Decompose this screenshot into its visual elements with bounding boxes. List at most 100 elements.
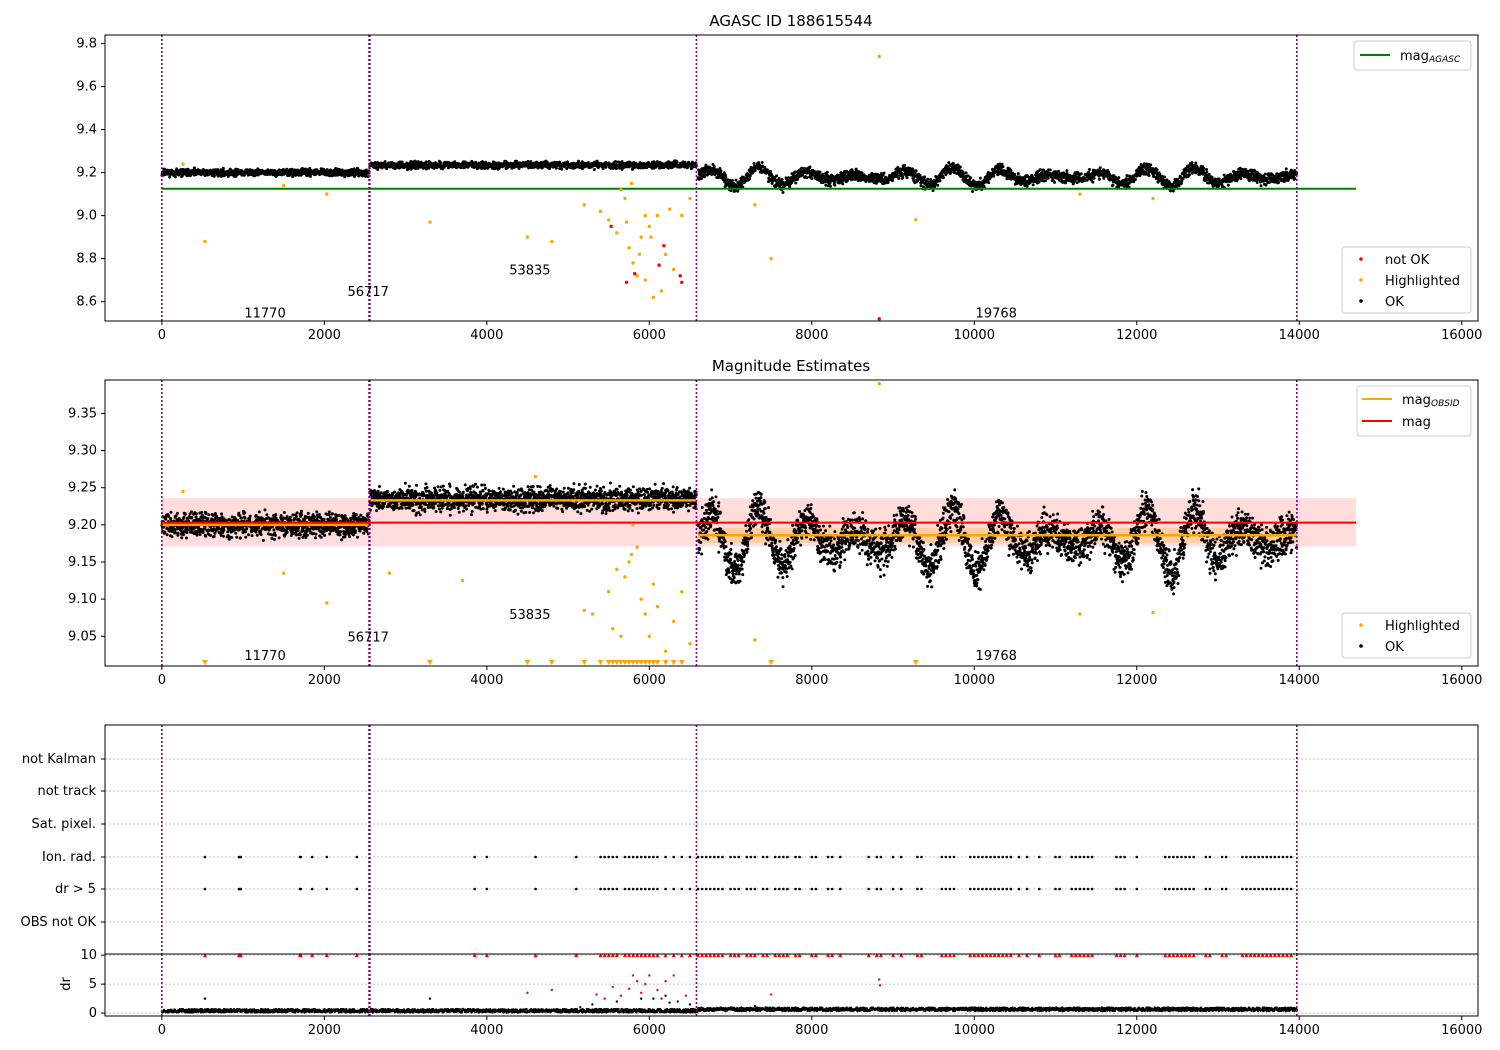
x-tick-label: 14000 — [1279, 673, 1320, 688]
ok-point — [173, 531, 177, 535]
ok-point — [775, 174, 779, 178]
x-tick-label: 4000 — [470, 673, 503, 688]
ok-point — [343, 175, 347, 179]
ok-point — [182, 533, 186, 537]
highlighted-point — [181, 162, 185, 166]
ok-point — [219, 174, 223, 178]
ok-point — [1056, 169, 1060, 173]
ok-point — [961, 171, 965, 175]
ok-point — [174, 514, 178, 518]
ok-point — [833, 183, 837, 187]
ok-point — [189, 510, 193, 514]
ok-point — [183, 512, 187, 516]
ok-point — [1163, 175, 1167, 179]
ok-point — [206, 517, 210, 521]
ok-point — [1091, 180, 1095, 184]
ok-point — [247, 533, 251, 537]
y-tick-label: 9.25 — [68, 481, 97, 496]
highlighted-point — [651, 295, 656, 300]
ok-point — [243, 516, 247, 520]
ok-point — [1098, 166, 1102, 170]
ok-point — [905, 176, 909, 180]
ok-point — [1239, 177, 1243, 181]
ok-point — [177, 517, 181, 521]
ok-point — [176, 531, 180, 535]
agasc-magnitude-panel: AGASC ID 188615544 8.68.89.09.29.49.69.8… — [76, 12, 1482, 343]
ok-point — [1048, 168, 1052, 172]
ok-point — [882, 171, 886, 175]
ok-point — [163, 167, 167, 171]
not-ok-point — [624, 280, 629, 284]
ok-point — [244, 535, 248, 539]
obsid-label: 53835 — [509, 263, 550, 278]
ok-point — [1241, 167, 1245, 171]
highlighted-point — [914, 218, 918, 222]
x-tick-label: 14000 — [1279, 328, 1320, 343]
highlighted-point — [647, 224, 652, 229]
ok-point — [987, 181, 991, 185]
not-ok-point — [877, 317, 881, 321]
highlighted-point — [631, 261, 635, 265]
ok-point — [424, 160, 428, 164]
ok-point — [1205, 167, 1209, 171]
ok-point — [780, 178, 784, 182]
ok-point — [184, 536, 188, 540]
legend-label: not OK — [1385, 253, 1430, 268]
highlighted-point — [649, 235, 653, 239]
ok-point — [1194, 161, 1198, 165]
x-tick-label: 4000 — [470, 328, 503, 343]
ok-point — [1205, 170, 1209, 174]
x-tick-label: 2000 — [308, 328, 341, 343]
ok-point — [841, 182, 845, 186]
ok-point — [897, 177, 901, 181]
y-tick-label: 9.0 — [76, 209, 97, 224]
ok-point — [376, 167, 380, 171]
ok-point — [169, 510, 173, 514]
not-ok-point — [633, 271, 637, 276]
ok-point — [1053, 180, 1057, 184]
ok-point — [221, 166, 225, 170]
x-tick-label: 16000 — [1441, 673, 1482, 688]
highlighted-point — [282, 183, 286, 188]
ok-point — [1111, 183, 1115, 187]
ok-point — [1046, 176, 1050, 180]
ok-point — [560, 167, 564, 171]
ok-point — [212, 534, 216, 538]
ok-point — [165, 533, 169, 537]
ok-point — [186, 528, 190, 532]
y-tick-label: 8.8 — [76, 252, 97, 267]
highlighted-point — [753, 203, 757, 207]
ok-point — [198, 533, 202, 537]
ok-point — [918, 174, 922, 178]
highlighted-point — [643, 278, 647, 282]
ok-point — [1226, 183, 1230, 187]
ok-point — [978, 176, 982, 180]
ok-point — [1079, 172, 1083, 176]
ok-point — [203, 525, 207, 529]
ok-point — [1117, 176, 1121, 180]
obsid-label: 19768 — [976, 306, 1017, 321]
ok-point — [216, 168, 220, 172]
ok-point — [194, 512, 198, 516]
y-tick-label: 9.05 — [68, 629, 97, 644]
not-ok-point — [680, 280, 684, 284]
ok-point — [169, 517, 173, 521]
highlighted-point — [598, 209, 603, 214]
ok-point — [1133, 177, 1137, 181]
ok-point — [919, 184, 923, 188]
ok-point — [201, 530, 205, 534]
ok-point — [938, 179, 942, 183]
ok-point — [1155, 168, 1159, 172]
ok-points — [160, 159, 1299, 194]
ok-point — [805, 176, 809, 180]
ok-point — [929, 178, 933, 182]
ok-point — [1158, 172, 1162, 176]
highlighted-point — [629, 181, 634, 186]
ok-point — [731, 178, 735, 182]
ok-point — [895, 173, 899, 177]
highlighted-point — [877, 54, 881, 59]
highlighted-point — [667, 207, 672, 211]
ok-point — [1277, 181, 1281, 185]
ok-point — [427, 166, 431, 170]
